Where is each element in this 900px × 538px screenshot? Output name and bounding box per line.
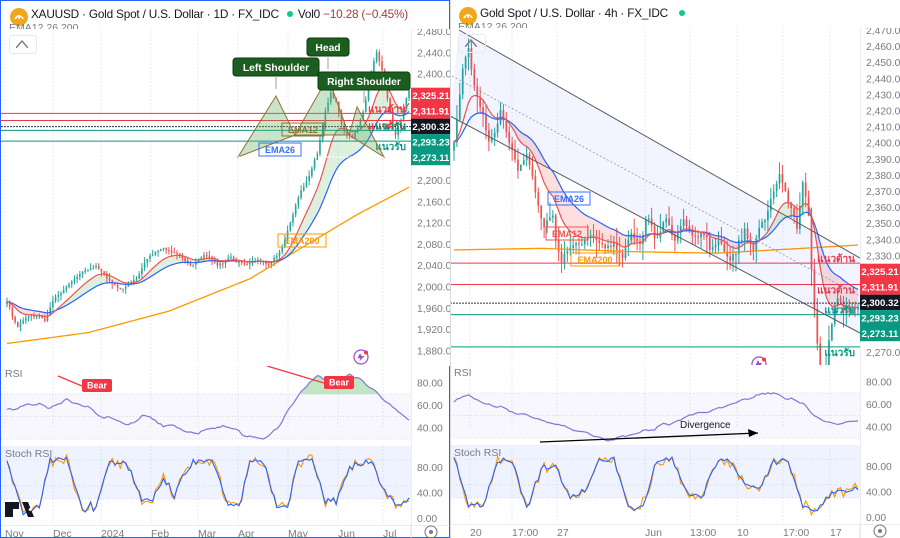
svg-text:2,470.00: 2,470.00 — [866, 28, 900, 37]
svg-text:EMA26: EMA26 — [554, 194, 584, 204]
svg-text:2,000.00: 2,000.00 — [417, 283, 451, 294]
svg-text:17:00: 17:00 — [512, 527, 538, 538]
svg-text:Bear: Bear — [87, 381, 108, 391]
svg-text:2024: 2024 — [101, 528, 125, 538]
svg-text:Jun: Jun — [645, 527, 662, 538]
svg-text:27: 27 — [557, 527, 569, 538]
svg-text:2,300.32: 2,300.32 — [412, 122, 449, 133]
svg-text:2,080.00: 2,080.00 — [417, 240, 451, 251]
svg-text:EMA12: EMA12 — [552, 229, 582, 239]
svg-text:Feb: Feb — [151, 528, 169, 538]
svg-text:2,400.00: 2,400.00 — [417, 70, 451, 81]
svg-text:2,460.00: 2,460.00 — [866, 42, 900, 53]
svg-text:RSI: RSI — [454, 367, 472, 379]
svg-text:Left Shoulder: Left Shoulder — [243, 63, 309, 74]
svg-text:Mar: Mar — [198, 528, 217, 538]
svg-text:2,430.00: 2,430.00 — [866, 90, 900, 101]
svg-text:2,160.00: 2,160.00 — [417, 197, 451, 208]
svg-text:2,380.00: 2,380.00 — [866, 171, 900, 182]
svg-text:Head: Head — [315, 43, 340, 54]
svg-text:80.00: 80.00 — [866, 462, 892, 473]
svg-text:2,440.00: 2,440.00 — [866, 74, 900, 85]
svg-text:2,325.21: 2,325.21 — [412, 91, 450, 102]
svg-text:2,330.00: 2,330.00 — [866, 251, 900, 262]
svg-text:RSI: RSI — [5, 368, 23, 380]
svg-text:1,960.00: 1,960.00 — [417, 304, 451, 315]
svg-text:2,400.00: 2,400.00 — [866, 139, 900, 150]
svg-text:Bear: Bear — [329, 378, 350, 388]
svg-text:2,360.00: 2,360.00 — [866, 203, 900, 214]
svg-text:2,350.00: 2,350.00 — [866, 219, 900, 230]
svg-text:40.00: 40.00 — [417, 424, 443, 435]
svg-text:Stoch RSI: Stoch RSI — [5, 448, 52, 460]
svg-text:80.00: 80.00 — [417, 379, 443, 390]
svg-text:2,293.23: 2,293.23 — [412, 138, 449, 149]
svg-text:EMA200: EMA200 — [577, 255, 612, 265]
svg-text:Apr: Apr — [238, 528, 255, 538]
svg-text:40.00: 40.00 — [866, 423, 892, 434]
svg-text:2,390.00: 2,390.00 — [866, 155, 900, 166]
svg-text:2,270.00: 2,270.00 — [866, 348, 900, 359]
svg-text:60.00: 60.00 — [417, 401, 443, 412]
svg-text:2,420.00: 2,420.00 — [866, 107, 900, 118]
svg-text:2,273.11: 2,273.11 — [413, 153, 450, 164]
svg-text:40.00: 40.00 — [866, 487, 892, 498]
svg-text:May: May — [288, 528, 309, 538]
svg-text:แนวรับ: แนวรับ — [824, 347, 855, 359]
svg-text:80.00: 80.00 — [866, 378, 892, 389]
svg-text:80.00: 80.00 — [417, 463, 443, 474]
svg-text:2,450.00: 2,450.00 — [866, 58, 900, 69]
svg-text:EMA12: EMA12 — [288, 125, 318, 135]
svg-text:17:00: 17:00 — [783, 527, 809, 538]
svg-text:Divergence: Divergence — [680, 420, 731, 431]
svg-text:13:00: 13:00 — [690, 527, 716, 538]
svg-text:Jun: Jun — [338, 528, 355, 538]
svg-text:1,920.00: 1,920.00 — [417, 325, 451, 336]
svg-text:EMA26: EMA26 — [265, 145, 295, 155]
svg-text:2,410.00: 2,410.00 — [866, 123, 900, 134]
svg-text:2,273.11: 2,273.11 — [862, 329, 899, 340]
svg-text:2,120.00: 2,120.00 — [417, 219, 451, 230]
svg-text:0.00: 0.00 — [866, 513, 886, 524]
svg-text:2,040.00: 2,040.00 — [417, 261, 451, 272]
svg-text:10: 10 — [737, 527, 749, 538]
svg-text:60.00: 60.00 — [866, 400, 892, 411]
svg-text:40.00: 40.00 — [417, 488, 443, 499]
svg-text:Jul: Jul — [383, 528, 396, 538]
svg-text:แนวรับ: แนวรับ — [375, 120, 406, 132]
svg-text:20: 20 — [470, 527, 482, 538]
svg-text:17: 17 — [830, 527, 842, 538]
svg-text:Right Shoulder: Right Shoulder — [327, 77, 401, 88]
svg-text:2,311.91: 2,311.91 — [862, 283, 899, 294]
svg-text:2,370.00: 2,370.00 — [866, 187, 900, 198]
svg-text:2,325.21: 2,325.21 — [861, 267, 899, 278]
svg-text:2,440.00: 2,440.00 — [417, 48, 451, 59]
svg-text:0.00: 0.00 — [417, 514, 437, 525]
svg-text:2,293.23: 2,293.23 — [861, 314, 898, 325]
svg-text:1,880.00: 1,880.00 — [417, 346, 451, 357]
svg-text:2,311.91: 2,311.91 — [413, 107, 450, 118]
svg-text:Stoch RSI: Stoch RSI — [454, 447, 501, 459]
svg-text:EMA200: EMA200 — [284, 236, 319, 246]
svg-text:แนวต้าน: แนวต้าน — [368, 103, 406, 115]
svg-text:2,340.00: 2,340.00 — [866, 235, 900, 246]
svg-text:2,300.32: 2,300.32 — [861, 298, 898, 309]
svg-text:2,200.00: 2,200.00 — [417, 176, 451, 187]
svg-text:2,480.00: 2,480.00 — [417, 29, 451, 38]
svg-text:Nov: Nov — [5, 528, 24, 538]
svg-text:Dec: Dec — [53, 528, 72, 538]
